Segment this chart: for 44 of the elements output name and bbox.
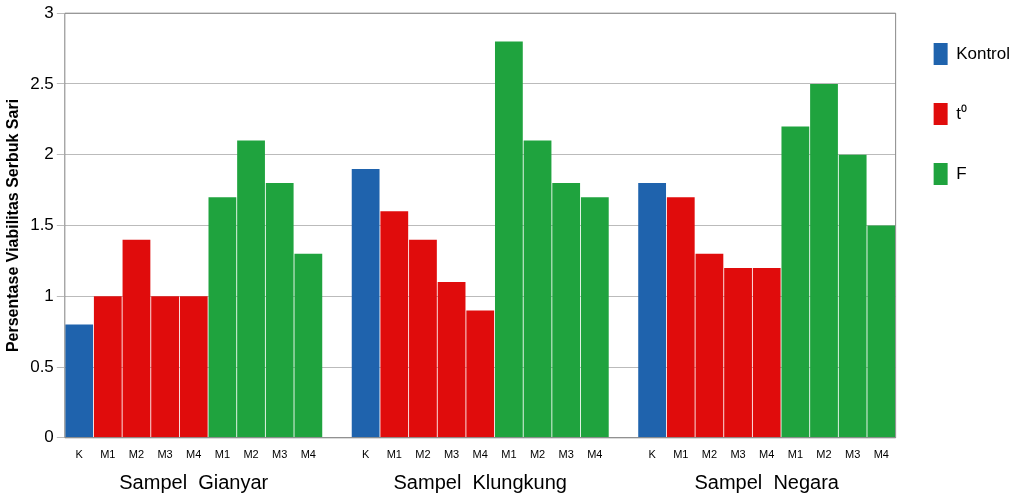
x-tick-label: M3 — [157, 448, 173, 461]
text: Sampel Klungkung — [393, 470, 567, 493]
x-tick-label: M2 — [128, 448, 145, 461]
legend-label: F — [956, 163, 967, 183]
y-tick-label: 0.5 — [30, 356, 54, 376]
x-tick-label: M3 — [730, 448, 746, 461]
x-tick-label: M2 — [415, 448, 431, 461]
bar — [638, 183, 667, 438]
x-tick-label: M2 — [816, 448, 832, 461]
x-tick-label: M1 — [673, 448, 689, 461]
x-tick-label: M1 — [787, 448, 804, 461]
x-tick-label: K — [648, 448, 657, 461]
x-tick-label: M1 — [100, 448, 116, 461]
x-tick-label: M4 — [587, 448, 603, 461]
text: Sampel Negara — [694, 470, 840, 493]
legend-label: Kontrol — [956, 43, 1011, 63]
y-tick-label: 3 — [44, 2, 54, 22]
x-tick-label: M4 — [472, 448, 488, 461]
x-tick-label: M2 — [243, 448, 259, 461]
bar — [65, 324, 94, 438]
x-tick-label: K — [361, 448, 370, 461]
text: Sampel Gianyar — [119, 470, 269, 493]
x-tick-label: M4 — [873, 448, 889, 461]
x-tick-label: M3 — [443, 448, 460, 461]
x-tick-label: M1 — [501, 448, 517, 461]
x-tick-label: M3 — [558, 448, 574, 461]
x-tick-label: M3 — [272, 448, 288, 461]
x-tick-label: M1 — [386, 448, 402, 461]
x-tick-label: M2 — [529, 448, 546, 461]
x-tick-label: K — [75, 448, 84, 461]
y-tick-label: 1 — [44, 285, 54, 305]
bar — [351, 168, 380, 438]
y-axis-title: Persentase Viabilitas Serbuk Sari — [4, 98, 22, 353]
x-tick-label: M1 — [214, 448, 231, 461]
y-tick-label: 2.5 — [30, 73, 54, 93]
y-tick-label: 1.5 — [30, 215, 54, 235]
y-tick-label: 2 — [44, 144, 54, 164]
x-tick-label: M3 — [845, 448, 861, 461]
legend-label: t⁰ — [956, 103, 967, 123]
y-tick-label: 0 — [44, 427, 54, 447]
x-tick-label: M4 — [300, 448, 316, 461]
x-tick-label: M4 — [759, 448, 775, 461]
x-tick-label: M4 — [186, 448, 202, 461]
x-tick-label: M2 — [701, 448, 718, 461]
